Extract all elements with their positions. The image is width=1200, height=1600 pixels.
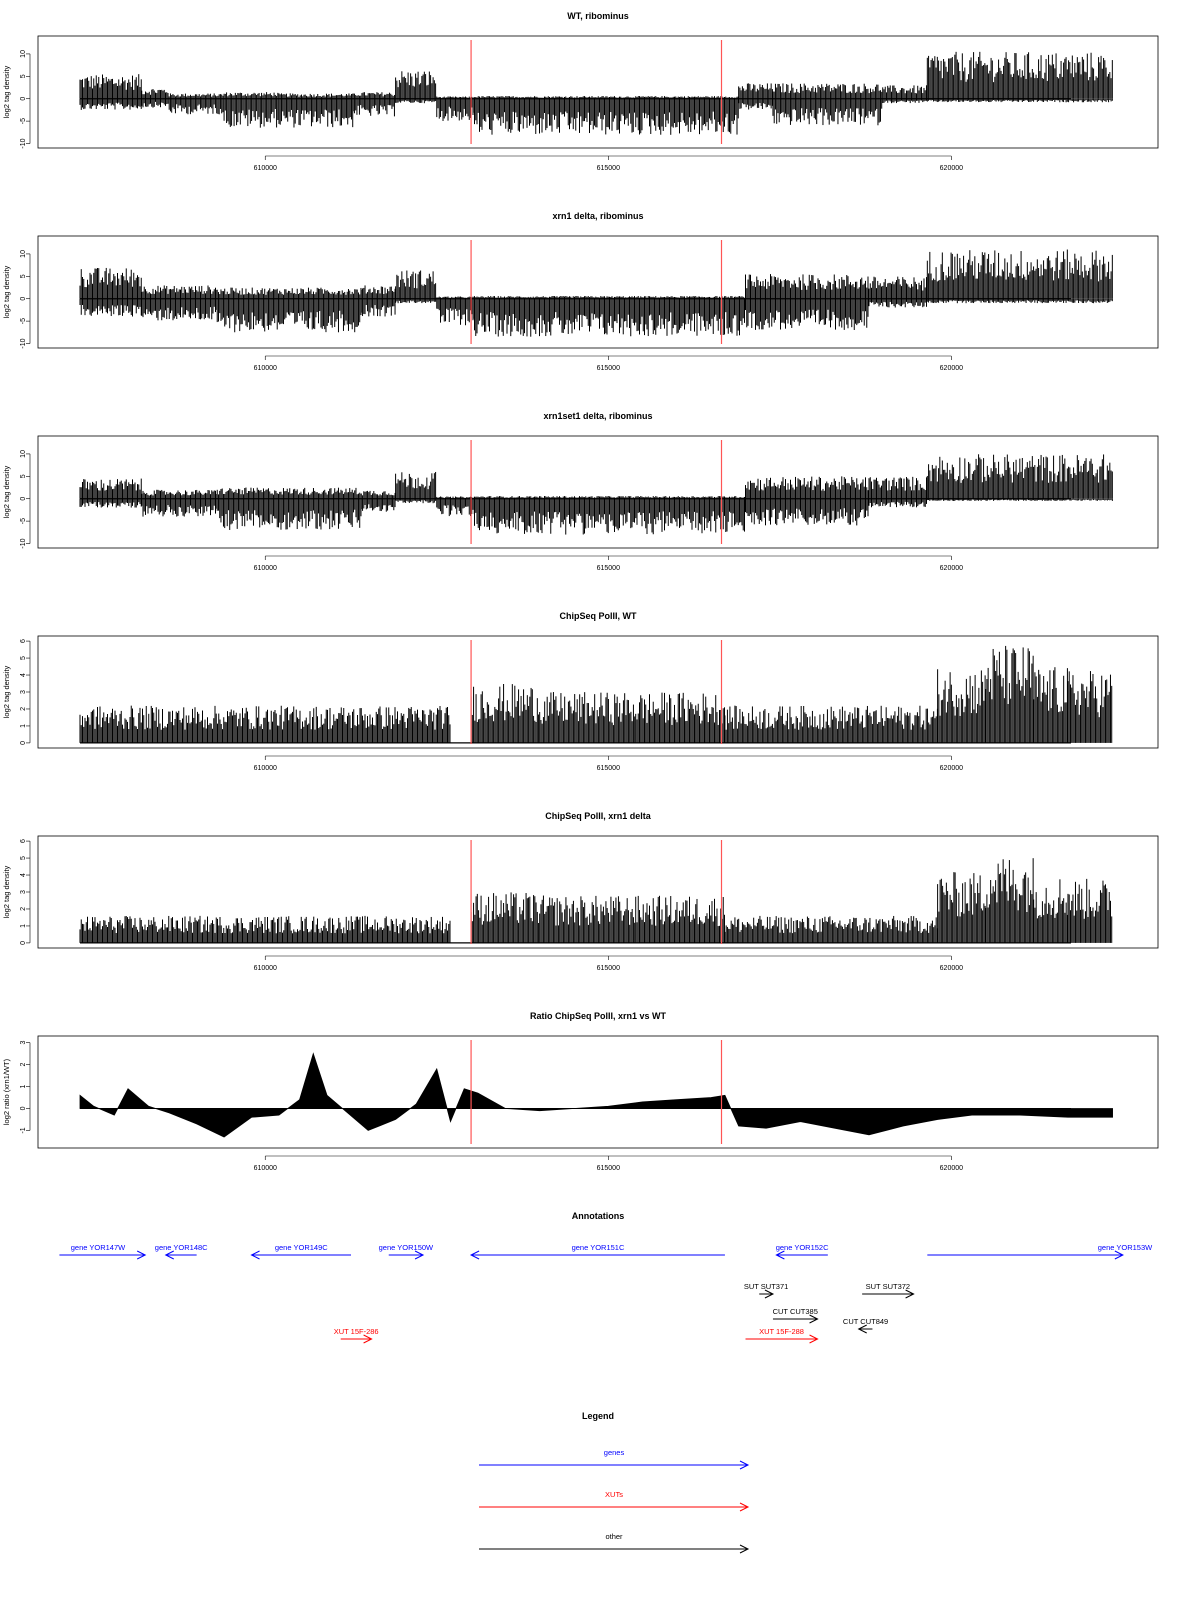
plot-frame [37,435,1159,549]
y-tick-label: 10 [20,450,27,458]
y-tick-label: 0 [20,297,27,301]
x-tick-label: 615000 [597,565,620,572]
y-tick-label: -10 [20,138,27,148]
x-tick-label: 620000 [940,365,963,372]
plot-frame [37,235,1159,349]
y-tick-label: 5 [20,74,27,78]
x-tick-label: 610000 [254,565,277,572]
y-tick-label: 5 [20,474,27,478]
y-tick-label: 10 [20,50,27,58]
x-tick-label: 610000 [254,165,277,172]
x-tick-label: 620000 [940,565,963,572]
y-tick-label: -5 [20,118,27,124]
y-axis-label: log2 tag density [2,265,11,318]
x-tick-label: 610000 [254,365,277,372]
y-tick-label: -5 [20,518,27,524]
y-tick-label: -10 [20,538,27,548]
y-axis-label: log2 tag density [2,465,11,518]
y-tick-label: 5 [20,274,27,278]
y-tick-label: -10 [20,338,27,348]
y-tick-label: 10 [20,250,27,258]
x-tick-label: 615000 [597,365,620,372]
y-tick-label: -5 [20,318,27,324]
x-tick-label: 615000 [597,165,620,172]
panel-xrn1_ribominus: xrn1 delta, ribominus -10 -5 0 5 10 log2 tag d… [2,211,1159,372]
data-bars [79,454,1113,535]
panel-wt_ribominus: WT, ribominus -10 -5 0 5 10 log2 tag density 61… [2,11,1159,172]
plot-frame [37,35,1159,149]
panel-title: xrn1 delta, ribominus [552,211,643,221]
x-tick-label: 620000 [940,165,963,172]
data-bars [79,51,1113,135]
panel-title: WT, ribominus [567,11,629,21]
y-tick-label: 0 [20,97,27,101]
panel-xrn1set1_ribominus: xrn1set1 delta, ribominus -10 -5 0 5 10 log2 t… [2,411,1159,572]
panel-title: xrn1set1 delta, ribominus [543,411,652,421]
data-bars [79,249,1113,337]
y-tick-label: 0 [20,497,27,501]
y-axis-label: log2 tag density [2,65,11,118]
